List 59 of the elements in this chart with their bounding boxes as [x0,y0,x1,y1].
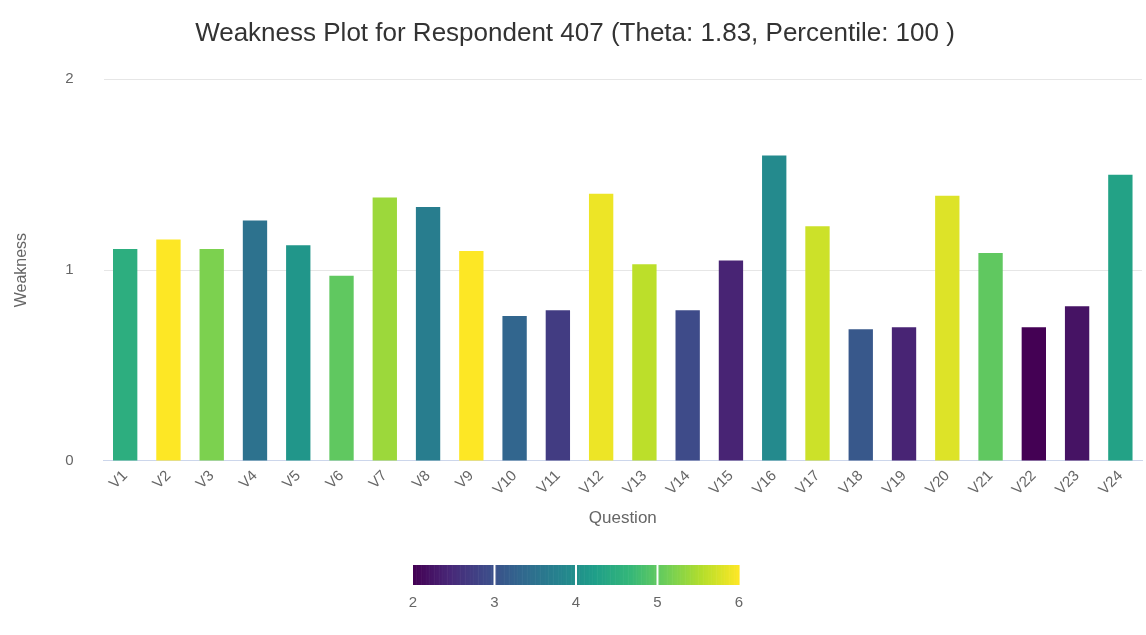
bar [415,207,441,461]
x-tick-label: V15 [705,466,736,498]
x-tick-label: V7 [364,466,390,492]
x-tick-label: V10 [488,466,520,498]
x-axis-title: Question [588,508,657,528]
x-tick-label: V13 [618,466,650,498]
color-bar-label: 3 [490,592,499,610]
bar [588,193,614,461]
y-axis-title: Weakness [12,232,30,308]
bar [329,275,354,461]
bar [675,310,700,461]
bar [978,252,1003,461]
bar [199,249,224,461]
bar [1064,306,1090,461]
x-tick-label: V23 [1051,466,1083,498]
x-tick-label: V16 [748,466,780,498]
bar [1021,327,1046,461]
x-tick-label: V20 [921,466,953,498]
y-tick-label: 1 [65,260,74,278]
x-tick-label: V6 [321,466,347,492]
x-tick-label: V1 [105,466,131,492]
x-tick-label: V3 [191,466,217,492]
bar [286,245,311,461]
bar [805,226,830,461]
x-tick-label: V11 [532,466,563,497]
x-tick-label: V22 [1007,466,1039,498]
color-bar-label: 2 [408,592,418,610]
x-tick-label: V2 [148,466,174,492]
bar [762,155,787,461]
color-bar-label: 4 [571,592,581,610]
bar [372,197,397,461]
y-tick-label: 2 [65,69,74,87]
bar [545,310,571,461]
x-tick-label: V17 [791,466,823,498]
x-tick-label: V24 [1094,466,1126,498]
x-tick-label: V12 [575,466,607,498]
bar [242,220,268,461]
bar [113,249,138,461]
bar [156,239,181,461]
bar [1108,174,1133,461]
bar [459,251,484,461]
bar [502,315,527,461]
bar [848,329,873,461]
x-tick-label: V14 [661,466,693,498]
x-tick-label: V9 [451,466,477,492]
x-tick-label: V18 [834,466,866,498]
x-tick-label: V4 [235,466,261,492]
chart-title: Weakness Plot for Respondent 407 (Theta: 1.83, Percentile: 100 ) [195,16,955,47]
x-tick-label: V5 [278,466,304,492]
bar [891,327,917,461]
color-bar-label: 6 [734,592,744,610]
bar [718,260,744,461]
color-bar-label: 5 [653,592,662,610]
bar [935,195,960,461]
y-tick-label: 0 [65,451,74,469]
x-tick-label: V8 [408,466,434,492]
x-tick-label: V19 [878,466,910,498]
x-tick-label: V21 [964,466,996,498]
bar [632,264,657,461]
